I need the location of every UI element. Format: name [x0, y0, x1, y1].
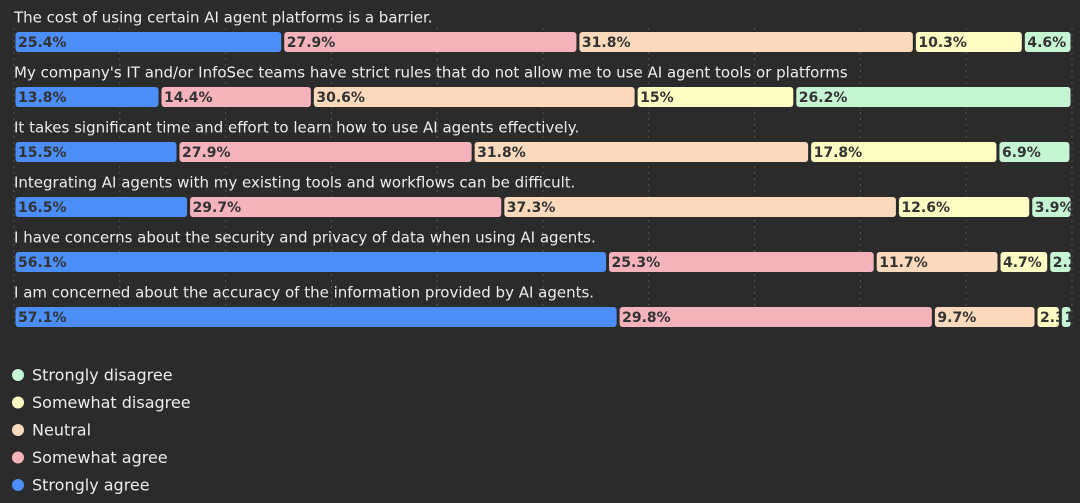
bar-segment — [796, 87, 1071, 107]
bar-segment — [876, 252, 998, 272]
bar-segment — [1037, 307, 1059, 327]
bar-segment — [15, 32, 282, 52]
value-label: 10.3% — [918, 35, 967, 51]
legend-marker — [12, 424, 24, 436]
value-label: 15% — [640, 90, 674, 106]
bar-segment — [579, 32, 913, 52]
bar-segment — [1061, 307, 1071, 327]
bar-segment — [161, 87, 311, 107]
value-label: 14.4% — [164, 90, 213, 106]
legend-label: Somewhat disagree — [32, 393, 191, 412]
bar-segment — [15, 87, 159, 107]
value-label: 2.3% — [1040, 310, 1079, 326]
row-title: My company's IT and/or InfoSec teams hav… — [14, 64, 848, 82]
legend-label: Strongly agree — [32, 476, 150, 495]
legend-marker — [12, 369, 24, 381]
value-label: 11.7% — [879, 255, 928, 271]
value-label: 27.9% — [287, 35, 336, 51]
value-label: 57.1% — [18, 310, 67, 326]
value-label: 4.6% — [1027, 35, 1066, 51]
value-label: 15.5% — [18, 145, 67, 161]
value-label: 31.8% — [582, 35, 631, 51]
bar-segment — [934, 307, 1035, 327]
row-title: Integrating AI agents with my existing t… — [14, 174, 575, 192]
bar-segment — [1024, 32, 1071, 52]
bar-segment — [1000, 252, 1048, 272]
bar-segment — [898, 197, 1030, 217]
value-label: 29.8% — [622, 310, 671, 326]
legend-label: Strongly disagree — [32, 366, 173, 385]
value-label: 16.5% — [18, 200, 67, 216]
legend-label: Somewhat agree — [32, 448, 168, 467]
bar-segment — [474, 142, 809, 162]
bar-segment — [1050, 252, 1071, 272]
row-title: I have concerns about the security and p… — [14, 229, 596, 247]
bar-segment — [15, 307, 617, 327]
bar-segment — [504, 197, 896, 217]
value-label: 2.2% — [1053, 255, 1080, 271]
value-label: 27.9% — [182, 145, 231, 161]
value-label: 1.1% — [1064, 310, 1080, 326]
value-label: 25.3% — [612, 255, 661, 271]
row-title: I am concerned about the accuracy of the… — [14, 284, 594, 302]
row-title: The cost of using certain AI agent platf… — [13, 9, 433, 27]
value-label: 37.3% — [507, 200, 556, 216]
bar-segment — [619, 307, 932, 327]
bar-segment — [15, 252, 607, 272]
value-label: 25.4% — [18, 35, 67, 51]
bar-segment — [915, 32, 1022, 52]
value-label: 13.8% — [18, 90, 67, 106]
bar-segment — [190, 197, 502, 217]
bar-segment — [313, 87, 635, 107]
value-label: 12.6% — [901, 200, 950, 216]
legend-marker — [12, 396, 24, 409]
value-label: 9.7% — [937, 310, 976, 326]
bar-segment — [1032, 197, 1071, 217]
value-label: 30.6% — [316, 90, 365, 106]
value-label: 4.7% — [1003, 255, 1042, 271]
row-title: It takes significant time and effort to … — [14, 119, 579, 137]
bar-segment — [609, 252, 874, 272]
value-label: 56.1% — [18, 255, 67, 271]
bar-segment — [15, 197, 188, 217]
value-label: 31.8% — [477, 145, 526, 161]
bar-segment — [811, 142, 997, 162]
legend-marker — [12, 451, 24, 464]
value-label: 29.7% — [193, 200, 242, 216]
bar-segment — [284, 32, 577, 52]
legend-marker — [12, 479, 24, 491]
bar-segment — [15, 142, 177, 162]
value-label: 6.9% — [1002, 145, 1041, 161]
value-label: 3.9% — [1035, 200, 1074, 216]
bar-segment — [999, 142, 1070, 162]
bar-segment — [637, 87, 794, 107]
value-label: 26.2% — [799, 90, 848, 106]
value-label: 17.8% — [814, 145, 863, 161]
legend-label: Neutral — [32, 421, 91, 440]
bar-segment — [179, 142, 472, 162]
